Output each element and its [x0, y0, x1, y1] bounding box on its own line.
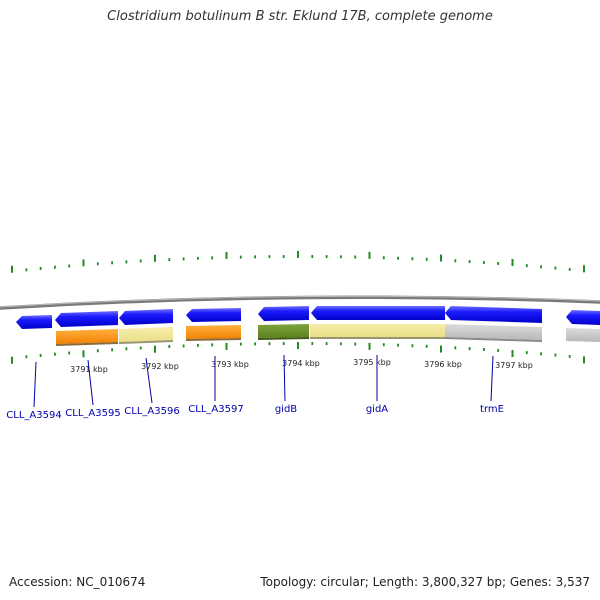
category-track: [56, 324, 600, 346]
scale-label: 3792 kbp: [141, 362, 179, 371]
leader-trmE: [490, 355, 494, 402]
gene-label-CLL_A3596[interactable]: CLL_A3596: [124, 406, 179, 417]
scale-label: 3797 kbp: [495, 361, 533, 370]
block-CLL_A3597[interactable]: [186, 325, 241, 339]
cds-arrow-CLL_A3595[interactable]: [55, 311, 118, 327]
leader-CLL_A3594: [33, 361, 37, 408]
topology-label: Topology: circular; Length: 3,800,327 bp…: [260, 575, 590, 589]
block-next[interactable]: [566, 328, 600, 342]
cds-arrow-gidB[interactable]: [258, 306, 309, 321]
gene-label-CLL_A3595[interactable]: CLL_A3595: [65, 408, 120, 419]
block-CLL_A3597-shadow: [186, 338, 241, 341]
scale-label: 3796 kbp: [424, 360, 462, 369]
gene-labels: CLL_A3594 CLL_A3595 CLL_A3596 CLL_A3597 …: [6, 404, 504, 421]
cds-arrow-CLL_A3594[interactable]: [16, 315, 52, 329]
block-gidA-shadow: [310, 337, 445, 339]
block-trmE-shadow: [445, 337, 542, 342]
cds-arrow-gidA[interactable]: [311, 306, 445, 320]
block-gidB[interactable]: [258, 324, 309, 338]
block-CLL_A3596[interactable]: [119, 327, 173, 342]
cds-arrow-trmE[interactable]: [445, 306, 542, 323]
leader-gidB: [283, 354, 286, 402]
map-title: Clostridium botulinum B str. Eklund 17B,…: [107, 9, 493, 24]
cds-arrow-next[interactable]: [566, 310, 600, 325]
inner-tick-marks: [11, 342, 585, 364]
cds-arrow-CLL_A3597[interactable]: [186, 308, 241, 322]
scale-label: 3794 kbp: [282, 359, 320, 368]
gene-label-CLL_A3597[interactable]: CLL_A3597: [188, 404, 243, 415]
leader-CLL_A3596: [145, 357, 153, 404]
scale-label: 3793 kbp: [211, 360, 249, 369]
block-gidB-shadow: [258, 337, 309, 340]
block-CLL_A3595-shadow: [56, 342, 118, 346]
cds-arrow-CLL_A3596[interactable]: [119, 309, 173, 325]
genome-backbone-highlight: [0, 295, 600, 308]
cds-track: [16, 306, 600, 329]
gene-label-CLL_A3594[interactable]: CLL_A3594: [6, 410, 61, 421]
block-trmE[interactable]: [445, 324, 542, 340]
block-CLL_A3596-shadow: [119, 340, 173, 344]
block-gidA[interactable]: [310, 324, 445, 337]
accession-label: Accession: NC_010674: [9, 575, 146, 589]
gene-label-leaders: [33, 354, 494, 408]
leader-CLL_A3595: [87, 359, 94, 406]
scale-label: 3795 kbp: [353, 358, 391, 367]
scale-labels: 3791 kbp 3792 kbp 3793 kbp 3794 kbp 3795…: [70, 358, 533, 374]
gene-label-gidB[interactable]: gidB: [275, 404, 297, 415]
outer-tick-marks: [11, 251, 585, 273]
block-CLL_A3595[interactable]: [56, 329, 118, 344]
gene-label-trmE[interactable]: trmE: [480, 404, 504, 415]
gene-label-gidA[interactable]: gidA: [366, 404, 388, 415]
genome-backbone: [0, 295, 600, 310]
